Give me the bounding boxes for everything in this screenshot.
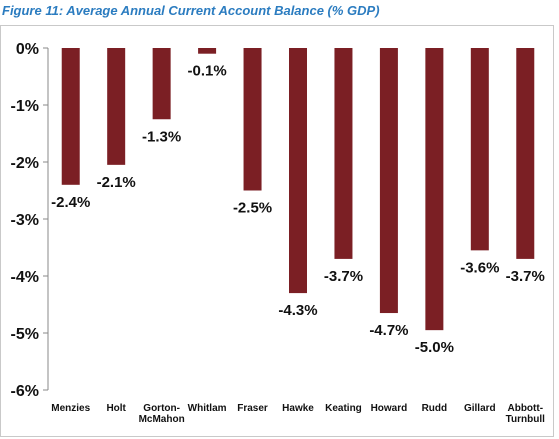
bar: [198, 48, 217, 54]
chart-title: Figure 11: Average Annual Current Accoun…: [2, 3, 380, 18]
data-label: -5.0%: [415, 339, 454, 356]
data-label: -0.1%: [187, 63, 226, 80]
data-label: -3.6%: [460, 259, 499, 276]
y-tick-label: 0%: [16, 41, 39, 58]
y-tick-label: -4%: [11, 269, 39, 286]
x-tick-label: Howard: [371, 403, 408, 414]
x-tick-label: Rudd: [422, 403, 448, 414]
y-tick-label: -6%: [11, 383, 39, 400]
bar: [61, 48, 80, 185]
bar: [516, 48, 535, 259]
x-tick-label: Holt: [106, 403, 126, 414]
data-label: -3.7%: [506, 268, 545, 285]
x-tick-label: Gorton-McMahon: [139, 403, 185, 425]
bar: [243, 48, 262, 191]
bar: [379, 48, 398, 314]
data-label: -4.3%: [278, 302, 317, 319]
bar: [334, 48, 353, 259]
y-tick-label: -3%: [11, 212, 39, 229]
y-tick-label: -5%: [11, 326, 39, 343]
bar: [425, 48, 444, 331]
x-tick-label: Gillard: [464, 403, 496, 414]
data-label: -3.7%: [324, 268, 363, 285]
y-tick-label: -2%: [11, 155, 39, 172]
data-label: -2.1%: [97, 174, 136, 191]
bar: [289, 48, 307, 294]
y-tick-label: -1%: [11, 98, 39, 115]
x-tick-label: Abbott-Turnbull: [506, 403, 545, 425]
data-label: -2.4%: [51, 194, 90, 211]
data-label: -1.3%: [142, 128, 181, 145]
bar: [152, 48, 171, 120]
bar: [470, 48, 489, 251]
chart-frame: [0, 25, 554, 437]
x-tick-label: Whitlam: [188, 403, 227, 414]
x-tick-label: Fraser: [237, 403, 268, 414]
x-tick-label: Menzies: [51, 403, 90, 414]
bar: [107, 48, 126, 165]
data-label: -2.5%: [233, 200, 272, 217]
x-tick-label: Keating: [325, 403, 362, 414]
x-tick-label: Hawke: [282, 403, 314, 414]
data-label: -4.7%: [369, 322, 408, 339]
